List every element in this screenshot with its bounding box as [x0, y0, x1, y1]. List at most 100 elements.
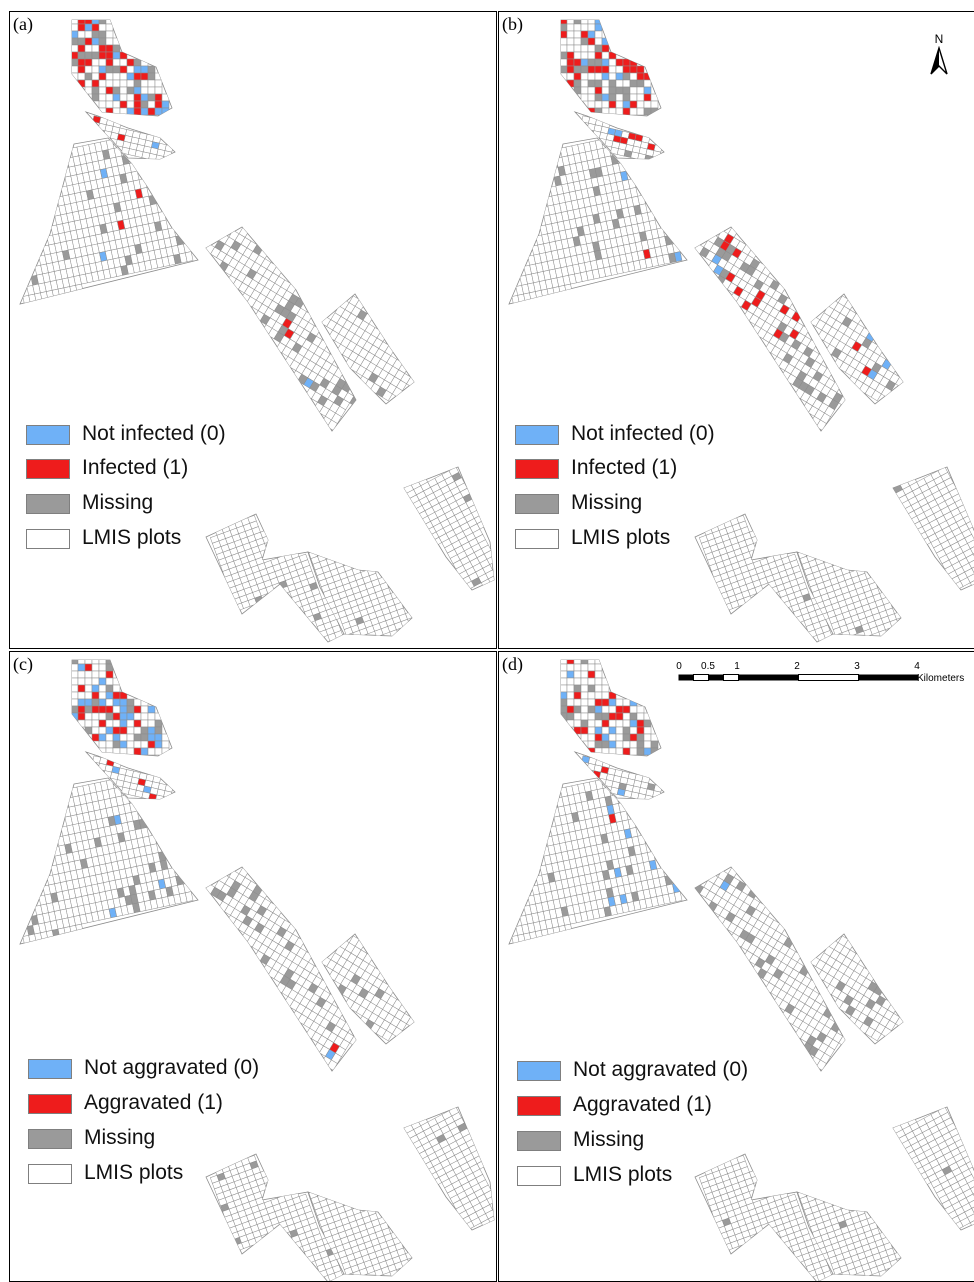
plot-cell: [147, 719, 156, 728]
plot-grid: [797, 1192, 901, 1276]
plot-cell: [587, 726, 596, 735]
plot-cell: [629, 747, 638, 756]
plot-cell: [561, 20, 568, 25]
plot-cell: [608, 712, 617, 721]
plot-cell: [580, 20, 589, 25]
plot-cell: [622, 107, 631, 116]
plot-cell: [91, 58, 100, 67]
plot-grid: [308, 552, 412, 636]
legend-label: Aggravated (1): [84, 1091, 223, 1114]
plot-cell: [112, 86, 121, 95]
plot-cell: [119, 733, 128, 742]
plot-cell: [147, 93, 156, 102]
plot-cell: [580, 30, 589, 39]
plot-cell: [573, 23, 582, 32]
map-panel-a: (a) Not infected (0) Infected (1) Missin…: [9, 11, 497, 649]
plot-cell: [126, 100, 135, 109]
plot-cell: [573, 698, 582, 707]
plot-cell: [644, 794, 653, 799]
plot-cell: [147, 65, 156, 74]
plot-cell: [622, 698, 631, 707]
plot-cell: [91, 37, 100, 46]
plot-cell: [587, 107, 596, 116]
plot-cell: [622, 93, 631, 102]
plot-cell: [91, 23, 100, 32]
plot-cell: [601, 705, 610, 714]
plot-cell: [105, 37, 114, 46]
plot-cell: [98, 20, 107, 25]
plot-cell: [77, 712, 86, 721]
plot-cell: [126, 712, 135, 721]
plot-map: [19, 19, 495, 643]
plot-cell: [155, 794, 164, 799]
plot-cell: [587, 44, 596, 53]
plot-cell: [119, 58, 128, 67]
plot-grid: [206, 867, 356, 1071]
plot-cell: [615, 740, 624, 749]
plot-cell: [119, 740, 128, 749]
plot-cell: [112, 691, 121, 700]
plot-cell: [91, 663, 100, 672]
plot-cell: [119, 691, 128, 700]
plot-cell: [98, 37, 107, 46]
plot-grid: [22, 779, 194, 944]
plot-cell: [72, 51, 79, 60]
plot-cell: [566, 684, 575, 693]
plot-cell: [629, 740, 638, 749]
plot-cell: [587, 698, 596, 707]
plot-cell: [636, 93, 645, 102]
panel-letter: (b): [502, 14, 523, 34]
plot-cell: [746, 1183, 756, 1192]
legend-label: Infected (1): [571, 456, 678, 479]
plot-cell: [594, 86, 603, 95]
plot-cell: [72, 23, 79, 32]
plot-cell: [112, 79, 121, 88]
plot-cell: [580, 663, 589, 672]
plot-cell: [91, 670, 100, 679]
plot-cell: [601, 65, 610, 74]
plot-cell: [126, 719, 135, 728]
plot-cell: [615, 79, 624, 88]
plot-cell: [98, 726, 107, 735]
plot-cell: [587, 51, 596, 60]
plot-cell: [587, 79, 596, 88]
plot-cell: [594, 20, 603, 25]
plot-cell: [587, 670, 596, 679]
plot-cell: [133, 698, 142, 707]
plot-cell: [105, 51, 114, 60]
plot-cell: [601, 44, 610, 53]
plot-cell: [84, 30, 93, 39]
plot-grid: [561, 660, 659, 756]
plot-cell: [629, 58, 638, 67]
plot-cell: [77, 705, 86, 714]
plot-cell: [615, 86, 624, 95]
plot-cell: [594, 37, 603, 46]
field-west: [508, 137, 688, 305]
plot-cell: [140, 726, 149, 735]
plot-cell: [105, 660, 114, 665]
plot-cell: [566, 663, 575, 672]
plot-cell: [580, 719, 589, 728]
plot-cell: [573, 684, 582, 693]
plot-cell: [72, 698, 79, 707]
scale-tick-label: 0: [676, 661, 682, 672]
plot-cell: [105, 44, 114, 53]
legend-swatch: [517, 1166, 561, 1186]
plot-cell: [140, 705, 149, 714]
plot-cell: [147, 72, 156, 81]
plot-cell: [636, 107, 645, 116]
plot-cell: [133, 719, 142, 728]
north-arrow: N: [927, 32, 951, 76]
plot-cell: [84, 65, 93, 74]
plot-cell: [72, 670, 79, 679]
plot-cell: [119, 51, 128, 60]
plot-cell: [147, 100, 156, 109]
plot-cell: [580, 726, 589, 735]
plot-cell: [566, 20, 575, 25]
plot-cell: [72, 37, 79, 46]
plot-cell: [587, 663, 596, 672]
plot-cell: [561, 30, 568, 39]
plot-cell: [148, 793, 158, 799]
legend-swatch: [28, 1094, 72, 1114]
plot-cell: [594, 726, 603, 735]
